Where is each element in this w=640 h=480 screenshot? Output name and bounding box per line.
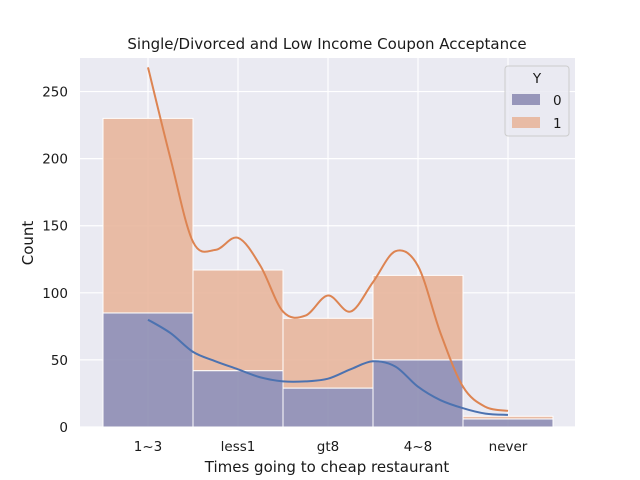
x-tick-label: 1~3	[134, 439, 163, 455]
bar-y1-4~8	[372, 274, 464, 361]
y-axis-label: Count	[19, 221, 37, 266]
x-tick-label: gt8	[317, 439, 339, 455]
y-tick-label: 200	[42, 152, 68, 168]
y-tick-label: 250	[42, 85, 68, 101]
legend: Y0 1	[504, 65, 570, 137]
x-tick-label: 4~8	[404, 439, 433, 455]
x-tick-label: never	[489, 439, 528, 455]
bar-y1-never	[462, 415, 554, 420]
bar-y0-gt8	[282, 387, 374, 428]
bar-y0-1~3	[102, 312, 194, 428]
y-tick-label: 100	[42, 286, 68, 302]
bar-y0-never	[462, 418, 554, 428]
legend-title: Y	[532, 71, 542, 87]
y-axis-ticks: 0 50 100 150 200 250	[42, 85, 68, 436]
chart-title: Single/Divorced and Low Income Coupon Ac…	[127, 35, 526, 53]
kde-curves	[147, 67, 509, 416]
y-tick-label: 50	[51, 353, 68, 369]
legend-swatch-0	[512, 94, 540, 105]
x-axis-ticks: 1~3 less1 gt8 4~8 never	[134, 439, 528, 455]
legend-swatch-1	[512, 117, 540, 128]
kde-line-y0	[147, 318, 509, 416]
y-tick-label: 150	[42, 219, 68, 235]
bar-y1-1~3	[102, 117, 194, 314]
x-tick-label: less1	[221, 439, 256, 455]
legend-label-1: 1	[553, 116, 562, 132]
bars	[102, 117, 554, 428]
bar-y1-gt8	[282, 317, 374, 389]
kde-line-y1	[147, 67, 509, 412]
x-axis-label: Times going to cheap restaurant	[204, 458, 450, 476]
bar-y0-4~8	[372, 359, 464, 428]
legend-label-0: 0	[553, 93, 562, 109]
y-tick-label: 0	[59, 420, 68, 436]
